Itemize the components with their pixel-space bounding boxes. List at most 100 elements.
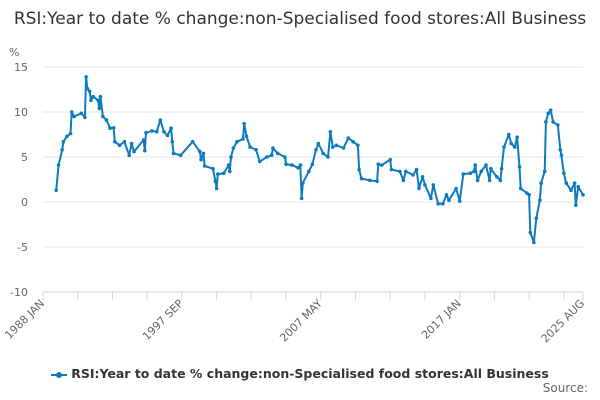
data-point: [316, 141, 321, 146]
x-tick-label: 2025 AUG: [539, 297, 588, 346]
data-point: [328, 130, 333, 134]
data-point: [574, 203, 578, 207]
data-point: [447, 198, 451, 202]
data-point: [564, 181, 569, 185]
data-point: [104, 118, 109, 122]
data-point: [444, 193, 449, 197]
data-point: [494, 175, 499, 179]
data-point: [290, 163, 294, 167]
data-point: [389, 167, 394, 172]
data-point: [129, 141, 134, 146]
data-point: [244, 134, 249, 139]
data-point: [441, 202, 445, 206]
data-point: [97, 106, 102, 111]
data-point: [403, 169, 408, 174]
data-point: [221, 171, 226, 175]
data-point: [420, 175, 425, 179]
data-point: [498, 178, 503, 183]
data-point: [346, 136, 351, 140]
data-point: [461, 172, 466, 176]
data-point: [517, 165, 522, 169]
data-point: [479, 169, 484, 174]
y-tick-label: -10: [10, 286, 28, 299]
data-point: [201, 151, 206, 156]
data-point: [429, 196, 433, 201]
data-point: [91, 94, 96, 99]
data-point: [356, 143, 360, 148]
data-point: [581, 193, 585, 197]
data-point: [569, 188, 573, 193]
y-axis-label: %: [9, 46, 19, 59]
data-point: [326, 155, 330, 159]
data-point: [283, 155, 287, 159]
data-point: [89, 98, 93, 103]
data-point: [334, 143, 339, 148]
data-point: [108, 126, 112, 130]
data-point: [229, 155, 233, 159]
data-point: [202, 164, 207, 168]
data-point: [231, 146, 236, 150]
data-point: [321, 151, 325, 156]
data-point: [401, 178, 406, 183]
data-point: [132, 149, 136, 154]
legend-marker-icon: [51, 371, 68, 378]
data-point: [87, 89, 92, 94]
data-point: [56, 163, 61, 167]
data-point: [301, 181, 305, 185]
data-point: [83, 115, 87, 120]
data-point: [254, 148, 258, 152]
data-point: [341, 146, 346, 150]
data-point: [248, 145, 252, 149]
data-point: [72, 114, 76, 119]
data-point: [472, 169, 476, 174]
data-point: [484, 163, 488, 167]
data-point: [162, 130, 166, 134]
data-point: [512, 145, 517, 149]
data-point: [351, 139, 355, 144]
data-point: [506, 132, 511, 137]
data-point: [558, 148, 563, 152]
data-point: [171, 151, 176, 156]
data-point: [487, 178, 492, 183]
data-point: [235, 139, 239, 144]
data-point: [499, 166, 504, 171]
data-point: [275, 151, 280, 156]
data-point: [227, 169, 232, 174]
data-point: [84, 75, 88, 79]
data-point: [359, 176, 364, 181]
data-point: [169, 126, 173, 130]
data-point: [310, 162, 315, 166]
data-point: [257, 159, 262, 164]
data-point: [265, 155, 269, 159]
data-point: [357, 167, 361, 172]
data-point: [65, 134, 69, 139]
data-point: [101, 114, 105, 119]
data-point: [502, 145, 506, 149]
y-tick-label: 0: [21, 196, 28, 209]
data-point: [165, 133, 170, 138]
data-point: [411, 173, 415, 177]
x-tick-label: 1988 JAN: [2, 297, 47, 342]
legend[interactable]: RSI:Year to date % change:non-Specialise…: [0, 366, 600, 381]
data-point: [271, 146, 275, 150]
data-point: [127, 153, 132, 157]
gridlines: [43, 66, 583, 248]
data-point: [330, 145, 335, 149]
data-point: [518, 186, 523, 191]
data-point: [515, 135, 519, 139]
data-point: [423, 183, 427, 187]
data-point: [528, 230, 533, 235]
data-point: [170, 139, 175, 144]
data-point: [122, 139, 127, 144]
series-rsi: [54, 75, 585, 245]
data-point: [375, 179, 379, 184]
data-point: [562, 171, 566, 175]
data-point: [551, 120, 555, 124]
data-point: [388, 157, 393, 162]
data-point: [79, 111, 84, 116]
data-point: [284, 162, 288, 166]
data-point: [380, 163, 384, 167]
data-point: [198, 149, 202, 154]
data-point: [241, 137, 245, 141]
data-point: [576, 184, 581, 189]
